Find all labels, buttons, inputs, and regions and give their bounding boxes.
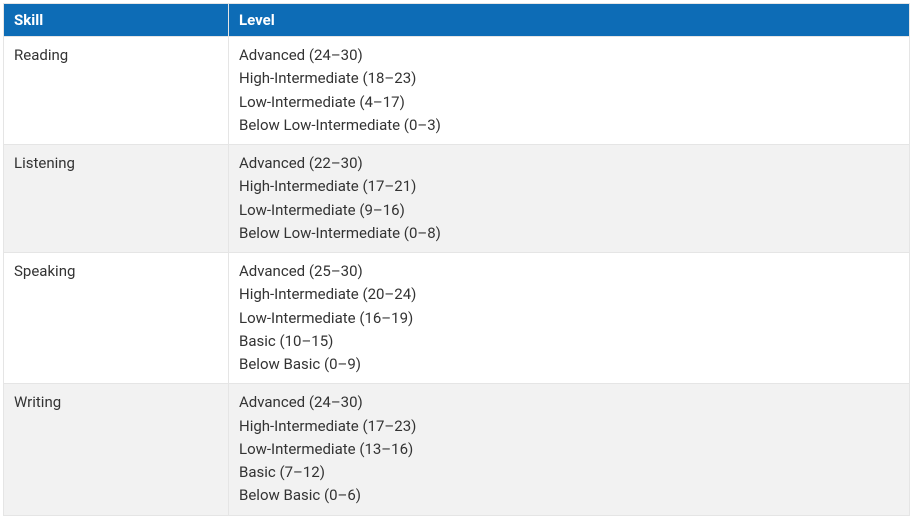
skill-cell: Writing	[4, 384, 229, 515]
level-line: Below Basic (0–9)	[239, 353, 899, 376]
level-cell: Advanced (25–30) High-Intermediate (20–2…	[229, 253, 910, 384]
level-line: Low-Intermediate (4–17)	[239, 91, 899, 114]
table-header-row: Skill Level	[4, 4, 910, 37]
level-line: High-Intermediate (18–23)	[239, 67, 899, 90]
level-line: High-Intermediate (17–21)	[239, 175, 899, 198]
level-cell: Advanced (22–30) High-Intermediate (17–2…	[229, 145, 910, 253]
level-cell: Advanced (24–30) High-Intermediate (18–2…	[229, 37, 910, 145]
table-body: Reading Advanced (24–30) High-Intermedia…	[4, 37, 910, 516]
level-cell: Advanced (24–30) High-Intermediate (17–2…	[229, 384, 910, 515]
table-row: Writing Advanced (24–30) High-Intermedia…	[4, 384, 910, 515]
level-line: Basic (7–12)	[239, 461, 899, 484]
skill-cell: Listening	[4, 145, 229, 253]
level-line: Low-Intermediate (13–16)	[239, 438, 899, 461]
level-line: Below Low-Intermediate (0–3)	[239, 114, 899, 137]
skill-cell: Reading	[4, 37, 229, 145]
skill-cell: Speaking	[4, 253, 229, 384]
level-line: Advanced (24–30)	[239, 391, 899, 414]
level-line: Advanced (22–30)	[239, 152, 899, 175]
level-line: Below Low-Intermediate (0–8)	[239, 222, 899, 245]
level-line: High-Intermediate (17–23)	[239, 415, 899, 438]
header-skill: Skill	[4, 4, 229, 37]
level-line: Basic (10–15)	[239, 330, 899, 353]
header-level: Level	[229, 4, 910, 37]
table-row: Speaking Advanced (25–30) High-Intermedi…	[4, 253, 910, 384]
level-line: Low-Intermediate (16–19)	[239, 307, 899, 330]
level-line: High-Intermediate (20–24)	[239, 283, 899, 306]
level-line: Below Basic (0–6)	[239, 484, 899, 507]
table-row: Listening Advanced (22–30) High-Intermed…	[4, 145, 910, 253]
level-line: Advanced (25–30)	[239, 260, 899, 283]
skills-table: Skill Level Reading Advanced (24–30) Hig…	[3, 3, 910, 516]
level-line: Low-Intermediate (9–16)	[239, 199, 899, 222]
table-row: Reading Advanced (24–30) High-Intermedia…	[4, 37, 910, 145]
level-line: Advanced (24–30)	[239, 44, 899, 67]
